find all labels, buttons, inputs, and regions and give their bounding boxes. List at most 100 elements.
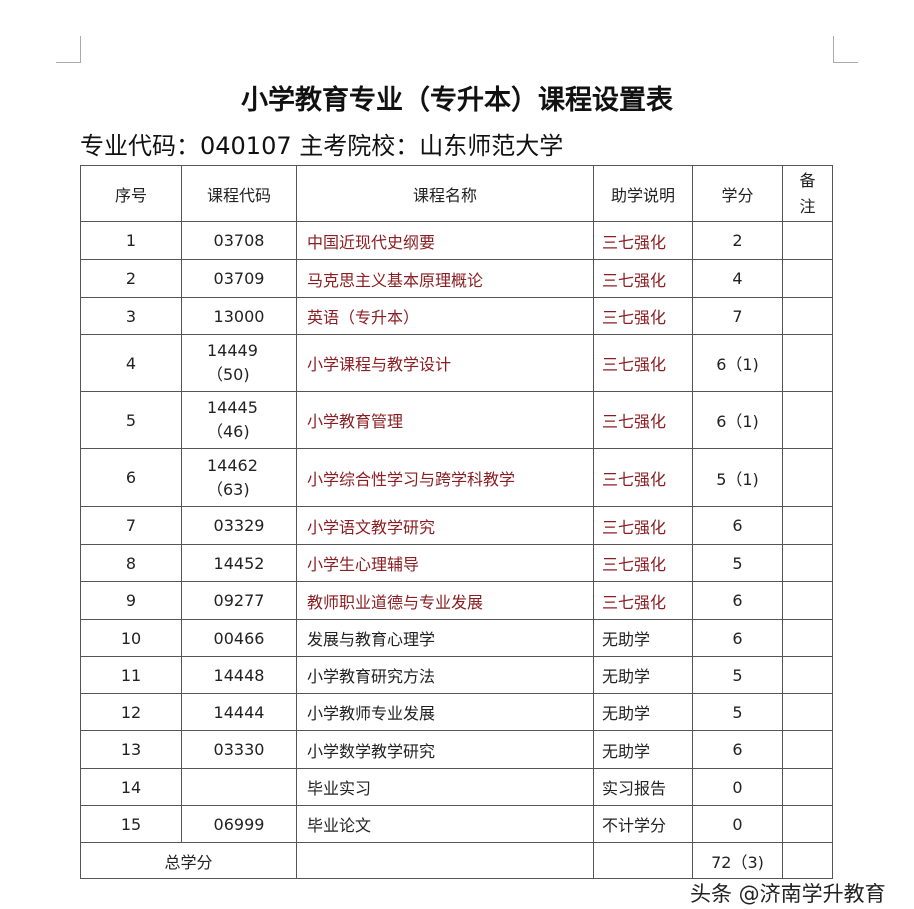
assist-note-cell: 三七强化: [593, 448, 693, 507]
index-cell: 15: [80, 805, 182, 843]
header-cell: 课程名称: [296, 165, 594, 222]
course-code-cell: 14462（63): [181, 448, 297, 507]
course-name-cell: 发展与教育心理学: [296, 619, 594, 657]
table-row: 4 14449（50) 小学课程与教学设计 三七强化 6（1): [80, 334, 833, 392]
remark-cell: [782, 391, 833, 449]
assist-note-cell: 三七强化: [593, 544, 693, 582]
table-row: 15 06999 毕业论文 不计学分 0: [80, 805, 833, 843]
total-help-cell: [593, 842, 693, 879]
credits-cell: 2: [692, 221, 783, 260]
assist-note-cell: 无助学: [593, 619, 693, 657]
course-code-cell: 14445（46): [181, 391, 297, 449]
remark-cell: [782, 334, 833, 392]
credits-cell: 0: [692, 805, 783, 843]
credits-cell: 6: [692, 730, 783, 769]
table-row: 8 14452 小学生心理辅导 三七强化 5: [80, 544, 833, 582]
assist-note-cell: 三七强化: [593, 221, 693, 260]
table-row: 6 14462（63) 小学综合性学习与跨学科教学 三七强化 5（1): [80, 448, 833, 507]
remark-cell: [782, 259, 833, 298]
course-name-cell: 小学语文教学研究: [296, 506, 594, 545]
assist-note-cell: 三七强化: [593, 259, 693, 298]
index-cell: 13: [80, 730, 182, 769]
index-cell: 10: [80, 619, 182, 657]
course-code-cell: 14448: [181, 656, 297, 694]
course-name-cell: 小学数学教学研究: [296, 730, 594, 769]
course-code-cell: 06999: [181, 805, 297, 843]
assist-note-cell: 三七强化: [593, 581, 693, 620]
index-cell: 4: [80, 334, 182, 392]
assist-note-cell: 无助学: [593, 730, 693, 769]
watermark: 头条 @济南学升教育: [690, 882, 886, 906]
assist-note-cell: 无助学: [593, 693, 693, 731]
course-table: 序号 课程代码 课程名称 助学说明 学分 备注 1 03708 中国近现代史纲要 三七强化 2 2 03…: [80, 165, 833, 879]
course-name-cell: 中国近现代史纲要: [296, 221, 594, 260]
course-code-cell: 03709: [181, 259, 297, 298]
index-cell: 14: [80, 768, 182, 806]
assist-note-cell: 三七强化: [593, 334, 693, 392]
table-header-row: 序号 课程代码 课程名称 助学说明 学分 备注: [80, 165, 833, 222]
table-row: 1 03708 中国近现代史纲要 三七强化 2: [80, 221, 833, 260]
credits-cell: 5: [692, 656, 783, 694]
course-code-cell: 14444: [181, 693, 297, 731]
index-cell: 12: [80, 693, 182, 731]
index-cell: 3: [80, 297, 182, 335]
subtitle: 专业代码：040107 主考院校：山东师范大学: [80, 132, 564, 160]
total-remark-cell: [782, 842, 833, 879]
page-title: 小学教育专业（专升本）课程设置表: [241, 85, 673, 116]
credits-cell: 6: [692, 619, 783, 657]
index-cell: 8: [80, 544, 182, 582]
course-code: 14449（50): [207, 341, 258, 384]
course-name-cell: 毕业论文: [296, 805, 594, 843]
header-cell: 序号: [80, 165, 182, 222]
margin-corner-mark: [56, 36, 81, 63]
table-row: 13 03330 小学数学教学研究 无助学 6: [80, 730, 833, 769]
course-code-cell: 14452: [181, 544, 297, 582]
course-code-cell: 09277: [181, 581, 297, 620]
remark-cell: [782, 581, 833, 620]
assist-note-cell: 三七强化: [593, 506, 693, 545]
course-code-cell: 13000: [181, 297, 297, 335]
assist-note-cell: 无助学: [593, 656, 693, 694]
credits-cell: 6: [692, 581, 783, 620]
assist-note-cell: 不计学分: [593, 805, 693, 843]
course-name-cell: 小学生心理辅导: [296, 544, 594, 582]
credits-cell: 6（1): [692, 391, 783, 449]
credits-cell: 0: [692, 768, 783, 806]
table-row: 11 14448 小学教育研究方法 无助学 5: [80, 656, 833, 694]
credits-cell: 6（1): [692, 334, 783, 392]
table-row: 14 毕业实习 实习报告 0: [80, 768, 833, 806]
index-cell: 2: [80, 259, 182, 298]
header-cell: 备注: [782, 165, 833, 222]
remark-cell: [782, 506, 833, 545]
table-row: 2 03709 马克思主义基本原理概论 三七强化 4: [80, 259, 833, 298]
credits-cell: 6: [692, 506, 783, 545]
course-code-cell: [181, 768, 297, 806]
assist-note-cell: 三七强化: [593, 391, 693, 449]
assist-note-cell: 三七强化: [593, 297, 693, 335]
course-name-cell: 教师职业道德与专业发展: [296, 581, 594, 620]
index-cell: 9: [80, 581, 182, 620]
course-name-cell: 小学综合性学习与跨学科教学: [296, 448, 594, 507]
remark-cell: [782, 544, 833, 582]
remark-cell: [782, 805, 833, 843]
index-cell: 6: [80, 448, 182, 507]
table-row: 9 09277 教师职业道德与专业发展 三七强化 6: [80, 581, 833, 620]
total-row: 总学分 72（3): [80, 842, 833, 879]
index-cell: 11: [80, 656, 182, 694]
credits-cell: 5（1): [692, 448, 783, 507]
course-name-cell: 小学课程与教学设计: [296, 334, 594, 392]
table-row: 5 14445（46) 小学教育管理 三七强化 6（1): [80, 391, 833, 449]
course-name-cell: 英语（专升本）: [296, 297, 594, 335]
remark-cell: [782, 730, 833, 769]
header-cell: 助学说明: [593, 165, 693, 222]
course-name-cell: 小学教师专业发展: [296, 693, 594, 731]
total-credits: 72（3): [692, 842, 783, 879]
index-cell: 1: [80, 221, 182, 260]
course-code-cell: 03330: [181, 730, 297, 769]
course-code-cell: 14449（50): [181, 334, 297, 392]
course-name-cell: 小学教育管理: [296, 391, 594, 449]
remark-cell: [782, 768, 833, 806]
assist-note-cell: 实习报告: [593, 768, 693, 806]
remark-cell: [782, 297, 833, 335]
total-name-cell: [296, 842, 594, 879]
